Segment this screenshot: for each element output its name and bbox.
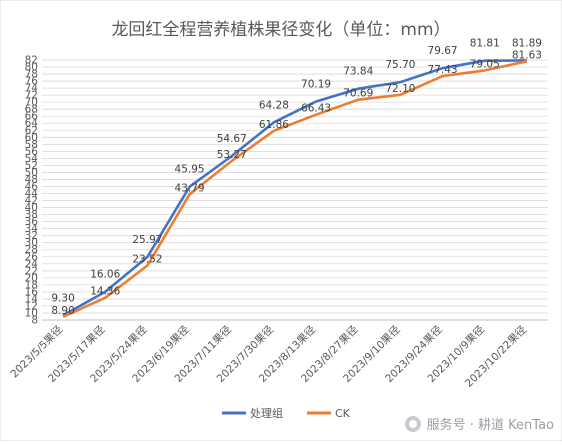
watermark: 服务号 · 耕道 KenTao: [404, 414, 554, 433]
data-label: 66.43: [301, 103, 331, 115]
data-label: 9.30: [51, 292, 74, 304]
y-tick-label: 48: [25, 174, 38, 186]
data-labels: 9.30 16.06 25.97 45.95 54.67 64.28 70.19 73.84 7…: [51, 37, 542, 316]
y-tick-label: 10: [25, 307, 38, 319]
data-label: 23.52: [132, 253, 162, 265]
y-tick-label: 50: [25, 167, 38, 179]
data-label: 81.63: [512, 49, 542, 61]
y-tick-label: 66: [25, 111, 39, 123]
data-label: 81.89: [512, 37, 542, 49]
data-label: 25.97: [132, 234, 162, 246]
y-tick-label: 52: [25, 160, 38, 172]
y-tick-label: 26: [25, 251, 39, 263]
data-label: 72.10: [385, 83, 415, 95]
y-tick-label: 44: [25, 188, 39, 200]
legend: 处理组 CK: [222, 406, 351, 420]
data-label: 16.06: [90, 269, 120, 281]
data-label: 77.43: [428, 64, 458, 76]
y-tick-label: 8: [31, 315, 38, 327]
data-label: 81.81: [470, 38, 500, 50]
y-tick-label: 24: [25, 258, 39, 270]
chart-title: 龙回红全程营养植株果径变化（单位：mm）: [111, 20, 450, 40]
data-label: 64.28: [259, 99, 289, 111]
watermark-text: 服务号 · 耕道 KenTao: [426, 418, 554, 433]
y-tick-label: 64: [25, 118, 39, 130]
data-label: 45.95: [175, 164, 205, 176]
series-line-1: [62, 59, 527, 317]
y-tick-label: 38: [25, 209, 38, 221]
y-tick-label: 82: [25, 55, 38, 67]
y-tick-label: 42: [25, 195, 38, 207]
series-line-2: [62, 60, 528, 318]
y-tick-label: 46: [25, 181, 39, 193]
y-tick-label: 54: [25, 153, 39, 165]
y-tick-label: 30: [25, 237, 38, 249]
y-tick-label: 58: [25, 139, 38, 151]
y-tick-label: 76: [25, 76, 39, 88]
y-tick-label: 18: [25, 279, 38, 291]
y-tick-label: 62: [25, 125, 38, 137]
legend-label-2: CK: [335, 407, 351, 420]
y-tick-label: 74: [25, 83, 39, 95]
y-tick-label: 36: [25, 216, 39, 228]
wechat-icon: [404, 415, 421, 432]
data-label: 79.05: [470, 58, 500, 70]
y-tick-label: 28: [25, 244, 38, 256]
data-label: 53.27: [217, 149, 247, 161]
data-label: 70.19: [301, 78, 331, 90]
data-label: 43.79: [175, 182, 205, 194]
data-label: 73.84: [343, 66, 373, 78]
y-tick-label: 34: [25, 223, 39, 235]
data-label: 61.86: [259, 119, 289, 131]
y-tick-label: 40: [25, 202, 38, 214]
y-tick-label: 72: [25, 90, 38, 102]
y-tick-label: 32: [25, 230, 38, 242]
y-tick-label: 56: [25, 146, 39, 158]
data-label: 70.69: [343, 88, 373, 100]
data-label: 8.90: [51, 305, 74, 317]
series-lines: [62, 59, 528, 318]
data-label: 75.70: [385, 59, 415, 71]
y-tick-label: 22: [25, 265, 38, 277]
y-tick-label: 68: [25, 104, 38, 116]
y-tick-label: 78: [25, 69, 38, 81]
data-label: 79.67: [428, 45, 458, 57]
gridlines: [42, 59, 548, 321]
y-tick-label: 16: [25, 286, 39, 298]
y-tick-label: 20: [25, 272, 38, 284]
y-tick-label: 12: [25, 300, 38, 312]
y-tick-label: 60: [25, 132, 38, 144]
data-label: 14.36: [90, 286, 120, 298]
y-tick-label: 14: [25, 293, 39, 305]
y-tick-label: 70: [25, 97, 38, 109]
data-label: 54.67: [217, 133, 247, 145]
y-tick-label: 80: [25, 62, 38, 74]
legend-label-1: 处理组: [250, 406, 283, 420]
y-axis-ticks: 8101214161820222426283032343638404244464…: [25, 55, 39, 327]
